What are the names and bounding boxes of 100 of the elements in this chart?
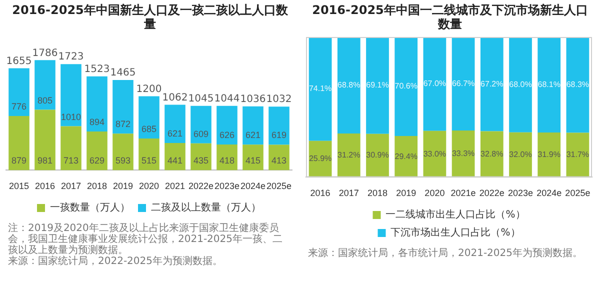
chart-title: 2016-2025年中国一二线城市及下沉市场新生人口数量 <box>312 3 588 33</box>
x-tick-label: 2016 <box>310 188 330 198</box>
chart-title: 2016-2025年中国新生人口及一孩二孩以上人口数量 <box>12 3 288 33</box>
bar <box>138 96 160 138</box>
total-label: 1044 <box>214 93 240 104</box>
x-tick-label: 2025e <box>266 181 292 192</box>
source-note: 来源：国家统计局，各市统计局，2021-2025年为预测数据。 <box>308 248 584 259</box>
bar <box>366 134 389 178</box>
bar <box>337 133 360 178</box>
text: 注：2019及2020年二孩及以上占比来源于国家卫生健康委员会，我国卫生健康事业发展统计公报，2021-2025年一孩、二孩以及上数量为预测数据。 <box>8 223 284 256</box>
x-tick-label: 2021 <box>164 181 186 192</box>
data-label: 31.2% <box>338 150 360 160</box>
bar <box>423 37 446 131</box>
data-label: 31.9% <box>538 150 560 160</box>
bar <box>190 106 212 144</box>
data-label: 713 <box>63 156 79 166</box>
data-label: 435 <box>193 156 209 166</box>
data-label: 441 <box>167 156 183 166</box>
data-label: 515 <box>141 156 157 166</box>
total-label: 1723 <box>58 52 84 63</box>
data-label: 69.1% <box>366 80 389 90</box>
bar <box>538 37 561 132</box>
data-label: 629 <box>89 156 105 166</box>
x-tick-label: 2017 <box>338 188 359 198</box>
x-tick-label: 2022e <box>188 181 214 192</box>
data-label: 25.9% <box>308 154 332 164</box>
data-label: 68.3% <box>566 80 590 90</box>
data-label: 776 <box>11 102 27 112</box>
bar <box>242 106 264 145</box>
data-label: 68.0% <box>509 80 532 89</box>
total-label: 1655 <box>6 56 32 67</box>
bar <box>86 131 108 170</box>
x-tick-label: 2023e <box>508 188 534 198</box>
total-label: 1786 <box>32 48 58 59</box>
bar <box>268 106 290 145</box>
bar <box>216 144 238 170</box>
bar <box>242 144 264 170</box>
x-tick-label: 2018 <box>367 188 388 198</box>
total-label: 1062 <box>162 92 188 104</box>
data-label: 685 <box>141 124 157 134</box>
total-label: 1465 <box>110 68 136 79</box>
bar <box>509 132 532 178</box>
data-label: 66.7% <box>452 78 475 88</box>
total-label: 1200 <box>136 84 162 95</box>
source-note: 来源：国家统计局，2022-2025年为预测数据。 <box>8 256 224 267</box>
legend-label: 一孩数量（万人） <box>50 202 130 214</box>
total-label: 1523 <box>84 64 110 75</box>
data-label: 879 <box>11 156 27 166</box>
data-label: 33.0% <box>423 149 446 158</box>
bar <box>112 80 134 134</box>
data-label: 872 <box>115 119 131 130</box>
data-label: 31.7% <box>566 150 590 160</box>
x-tick-label: 2022e <box>479 188 504 198</box>
bar <box>8 68 30 116</box>
data-label: 33.3% <box>452 149 475 158</box>
total-label: 1032 <box>266 94 292 106</box>
bar <box>566 37 590 133</box>
bar <box>452 37 475 131</box>
x-tick-label: 2019 <box>112 181 134 192</box>
bar <box>394 37 418 136</box>
legend-label: 二孩及以上数量（万人） <box>151 202 261 214</box>
bar <box>164 143 186 170</box>
bar <box>86 76 108 132</box>
bar <box>60 64 82 126</box>
bar <box>337 37 360 134</box>
bar <box>394 136 418 178</box>
data-label: 418 <box>219 156 235 166</box>
x-tick-label: 2016 <box>34 181 56 192</box>
data-label: 68.8% <box>338 80 360 90</box>
bar <box>34 60 56 110</box>
total-label: 1045 <box>188 93 214 104</box>
bar <box>164 104 186 144</box>
bar <box>308 37 332 141</box>
data-label: 981 <box>37 156 53 166</box>
data-label: 805 <box>37 95 53 106</box>
x-tick-label: 2018 <box>86 181 108 192</box>
data-label: 32.0% <box>509 150 532 159</box>
bar <box>509 37 532 132</box>
data-label: 593 <box>115 156 131 166</box>
data-label: 29.4% <box>394 152 418 161</box>
bar <box>190 143 212 170</box>
data-label: 621 <box>245 130 261 140</box>
data-label: 30.9% <box>366 150 389 160</box>
data-label: 621 <box>167 128 183 139</box>
x-tick-label: 2017 <box>60 181 82 192</box>
x-tick-label: 2015 <box>8 181 30 192</box>
bar <box>366 37 389 134</box>
x-tick-label: 2023e <box>214 181 240 192</box>
data-label: 894 <box>89 116 105 127</box>
data-label: 415 <box>245 156 261 166</box>
bar <box>8 116 30 170</box>
data-label: 619 <box>271 130 287 140</box>
bar <box>112 134 134 170</box>
data-label: 68.1% <box>538 80 560 89</box>
bar <box>480 131 504 178</box>
x-tick-label: 2020 <box>424 188 445 198</box>
bar <box>538 132 561 178</box>
bar <box>216 106 238 144</box>
x-tick-label: 2025e <box>565 188 590 198</box>
data-label: 32.8% <box>480 149 504 158</box>
